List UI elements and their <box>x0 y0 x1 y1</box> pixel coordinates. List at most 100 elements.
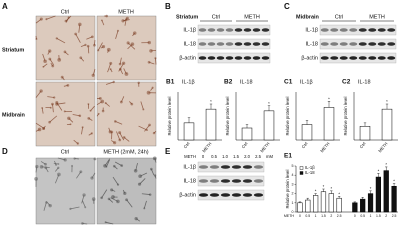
bar <box>375 176 381 213</box>
significance: * <box>385 162 387 167</box>
texture <box>104 102 107 105</box>
texture <box>121 19 125 23</box>
band <box>209 165 220 169</box>
texture <box>141 193 151 195</box>
band <box>320 42 329 46</box>
panel-title: Midbrain <box>296 14 320 20</box>
chart-title: IL-18 <box>358 79 371 85</box>
band <box>339 28 348 32</box>
texture <box>57 166 60 169</box>
texture <box>63 158 67 162</box>
band <box>330 56 339 60</box>
bar <box>205 108 217 141</box>
blot-strip <box>197 175 265 187</box>
significance: * <box>338 191 340 196</box>
texture <box>39 89 43 93</box>
band <box>198 42 207 46</box>
texture <box>114 120 117 123</box>
micrograph <box>35 15 96 81</box>
band <box>387 28 396 32</box>
texture <box>45 18 48 21</box>
texture <box>34 176 38 181</box>
texture <box>48 120 51 124</box>
band-label: β-actin <box>179 192 196 198</box>
x-tick-label: Ctrl <box>301 141 309 149</box>
band <box>253 179 264 183</box>
texture <box>101 44 106 49</box>
y-tick-label: 2 <box>292 192 294 196</box>
texture <box>91 35 94 39</box>
x-tick-label: 1 <box>370 214 372 218</box>
x-tick-label: 1 <box>315 214 317 218</box>
significance: * <box>210 99 212 104</box>
texture <box>91 197 96 201</box>
y-axis-label: Relative protein level <box>167 96 172 135</box>
band <box>253 165 264 169</box>
texture <box>147 40 151 45</box>
y-axis-label: Relative protein level <box>225 96 230 135</box>
texture <box>101 109 105 113</box>
texture <box>51 102 54 106</box>
texture <box>75 33 81 43</box>
band <box>377 56 386 60</box>
band <box>207 28 216 32</box>
texture <box>48 203 52 208</box>
x-tick-label: METH <box>319 141 330 153</box>
texture <box>49 106 52 109</box>
texture <box>137 182 142 186</box>
texture <box>113 141 117 145</box>
band <box>243 56 252 60</box>
texture <box>107 63 112 73</box>
texture <box>98 97 102 100</box>
x-tick-label: 2.5 <box>337 214 342 218</box>
bar <box>263 110 275 141</box>
dose-label: 1.0 <box>222 154 228 159</box>
texture <box>130 42 135 46</box>
texture <box>53 96 56 99</box>
blot-strip <box>319 24 397 36</box>
texture <box>154 57 157 60</box>
band <box>368 42 377 46</box>
chart-label: E1 <box>284 153 292 160</box>
texture <box>142 108 145 111</box>
texture <box>78 114 82 118</box>
texture <box>132 31 137 35</box>
band <box>234 42 243 46</box>
x-tick-label: 0 <box>354 214 356 218</box>
panel-label: C <box>284 2 290 11</box>
significance: * <box>315 189 317 194</box>
texture <box>146 129 148 131</box>
band <box>320 56 329 60</box>
band <box>252 42 261 46</box>
dose-label: 0.5 <box>211 154 217 159</box>
texture <box>35 164 39 169</box>
texture <box>81 127 84 135</box>
texture <box>93 157 97 161</box>
band <box>261 42 270 46</box>
texture <box>48 49 52 53</box>
legend-swatch <box>299 171 304 175</box>
texture <box>105 81 114 85</box>
texture <box>104 221 107 224</box>
texture <box>151 86 154 89</box>
page: {"panels": { "A": {"label": "A", "column… <box>2 2 398 225</box>
band <box>225 56 234 60</box>
texture <box>116 29 120 32</box>
significance: * <box>268 101 270 106</box>
blot-strip <box>197 38 271 50</box>
texture <box>106 47 111 52</box>
x-tick-label: Ctrl <box>241 141 249 149</box>
texture <box>130 102 134 106</box>
texture <box>143 200 147 209</box>
band <box>358 56 367 60</box>
x-tick-label: METH <box>377 141 388 153</box>
x-tick-label: Ctrl <box>183 141 191 149</box>
band <box>377 42 386 46</box>
column-label: METH (2mM, 24h) <box>103 149 148 155</box>
texture <box>87 116 91 120</box>
band <box>242 193 253 197</box>
bar <box>323 107 335 141</box>
texture <box>87 103 90 105</box>
figure: A Ctrl METH Striatum Midbrain B Striatum Ctrl ME… <box>2 2 398 225</box>
x-tick-label: 2.5 <box>392 214 397 218</box>
